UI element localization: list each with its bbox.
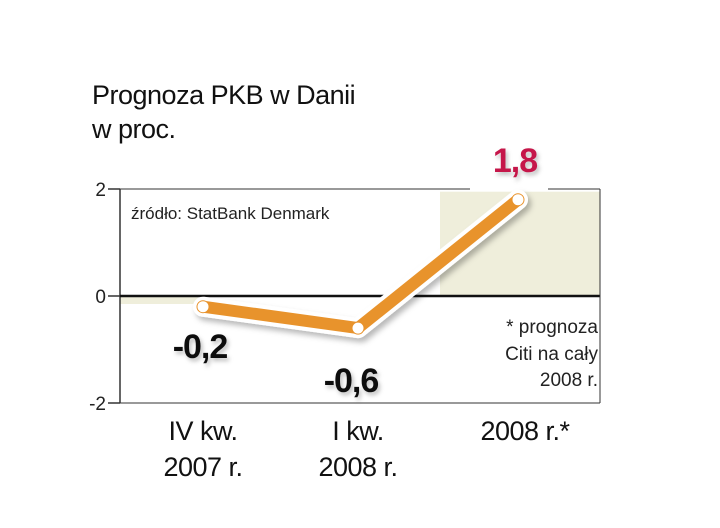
footnote-line-1: * prognoza: [506, 317, 598, 338]
y-tick-label: -2: [89, 394, 106, 415]
data-point: [196, 300, 210, 314]
x-tick-label: 2007 r.: [163, 452, 242, 482]
data-labels: -0,2 -0,6 1,8: [173, 142, 539, 400]
category-labels: IV kw. 2007 r. I kw. 2008 r. 2008 r.*: [163, 416, 571, 482]
data-label: 1,8: [493, 142, 537, 180]
footnote-line-3: 2008 r.: [540, 370, 598, 391]
band-left: [120, 296, 198, 304]
x-tick-label: 2008 r.: [318, 452, 397, 482]
data-label: -0,6: [324, 362, 379, 400]
axes: 2 0 -2: [89, 180, 601, 415]
chart-title-line-2: w proc.: [92, 114, 176, 144]
y-tick-label: 2: [95, 180, 106, 201]
x-tick-label: 2008 r.*: [480, 416, 570, 446]
data-series: [193, 189, 528, 339]
data-point: [351, 321, 365, 335]
chart-title-line-1: Prognoza PKB w Danii: [92, 80, 356, 110]
data-point: [511, 193, 525, 207]
source-note: źródło: StatBank Denmark: [131, 204, 330, 223]
y-tick-label: 0: [95, 287, 106, 308]
footnote-line-2: Citi na cały: [505, 344, 598, 365]
data-label: -0,2: [173, 328, 228, 366]
x-tick-label: IV kw.: [168, 416, 237, 446]
x-tick-label: I kw.: [332, 416, 384, 446]
footnote: * prognoza Citi na cały 2008 r.: [505, 317, 598, 391]
chart-title: Prognoza PKB w Danii w proc.: [92, 78, 356, 146]
